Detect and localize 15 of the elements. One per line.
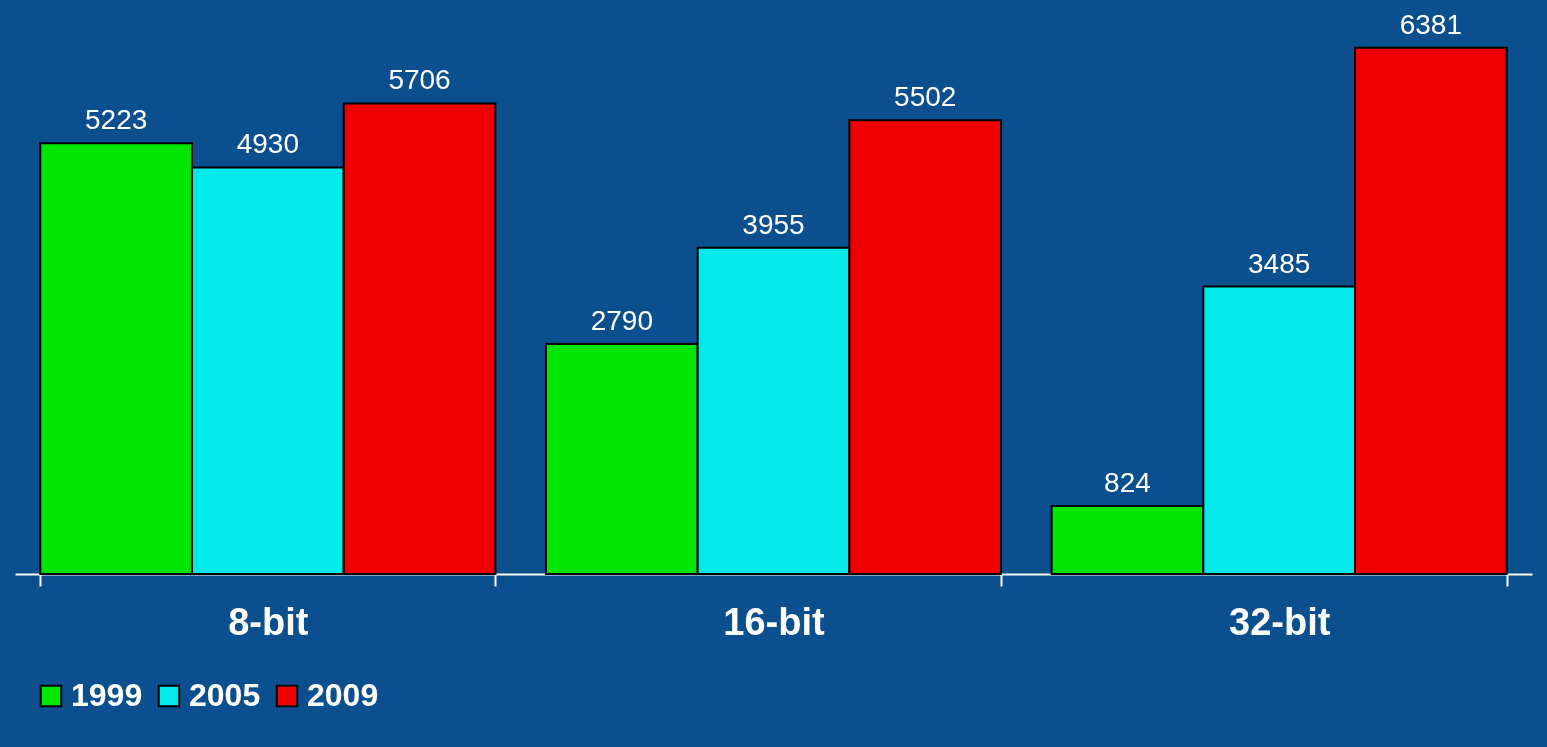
data-label: 4930 xyxy=(236,128,299,160)
data-label: 2790 xyxy=(590,304,653,336)
data-label: 824 xyxy=(1104,467,1151,499)
data-label: 5223 xyxy=(84,104,148,136)
data-label: 5706 xyxy=(388,64,451,96)
legend-label: 2009 xyxy=(307,677,379,713)
x-tick-label: 16-bit xyxy=(723,600,826,643)
data-label: 6381 xyxy=(1399,8,1463,40)
data-label: 3955 xyxy=(742,208,805,240)
x-tick-label: 8-bit xyxy=(228,600,309,643)
data-label: 5502 xyxy=(894,81,957,113)
x-tick-label: 32-bit xyxy=(1228,600,1331,643)
legend-label: 1999 xyxy=(71,677,143,713)
data-label: 3485 xyxy=(1248,247,1311,279)
legend-label: 2005 xyxy=(189,677,261,713)
